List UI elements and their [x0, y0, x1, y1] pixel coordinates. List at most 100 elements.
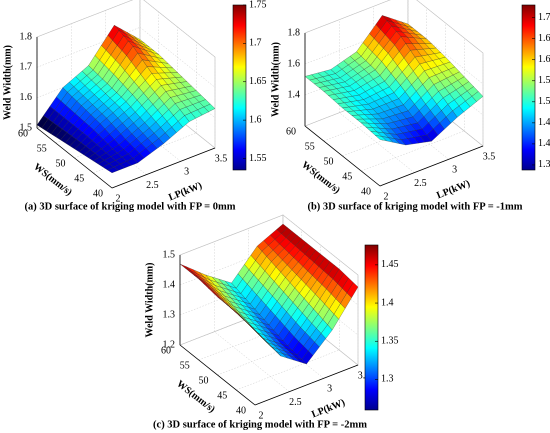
- x-axis-label: LP(kW): [435, 178, 472, 201]
- grid-line: [217, 334, 321, 376]
- x-tick-label: 2.5: [289, 397, 302, 408]
- z-tick-label: 1.6: [20, 92, 33, 103]
- colorbar-tick-label: 1.55: [538, 75, 550, 86]
- surface-cell: [360, 122, 407, 146]
- colorbar-tick-label: 1.4: [381, 297, 394, 308]
- surface-cell: [179, 263, 225, 297]
- x-tick-label: 2.5: [414, 178, 427, 189]
- x-tick-label: 2.5: [146, 180, 159, 191]
- colorbar-tick-label: 1.35: [538, 159, 550, 170]
- surface-cell: [62, 65, 108, 106]
- x-tick-label: 2: [259, 410, 264, 421]
- caption: (b) 3D surface of kriging model with FP …: [307, 201, 522, 212]
- grid-line: [179, 214, 284, 256]
- grid-line: [236, 349, 340, 391]
- surface-cell: [323, 85, 369, 109]
- surface-cell: [224, 295, 270, 326]
- surface-cell: [55, 105, 101, 150]
- surface-cell: [107, 46, 152, 102]
- grid-line: [143, 0, 216, 58]
- z-tick-label: 1.5: [163, 249, 176, 260]
- z-axis-label: Weld Width(mm): [270, 42, 281, 117]
- z-tick-label: 1.7: [20, 62, 33, 73]
- y-axis-label: WS(mm/s): [31, 161, 74, 198]
- surface-cell: [170, 90, 216, 122]
- surface-cell: [287, 308, 333, 365]
- surface-cell: [294, 253, 340, 310]
- x-tick-label: 2: [116, 193, 121, 204]
- z-axis-label: Weld Width(mm): [144, 263, 155, 338]
- surface-cell: [386, 116, 432, 146]
- grid-line: [304, 0, 391, 34]
- colorbar-tick-label: 1.6: [538, 54, 550, 65]
- colorbar: [364, 244, 379, 411]
- z-tick-label: 1.4: [288, 89, 301, 100]
- colorbar-tick-label: 1.7: [249, 38, 262, 49]
- axis-line: [36, 127, 113, 189]
- x-tick-label: 3: [184, 167, 189, 178]
- caption: (a) 3D surface of kriging model with FP …: [25, 201, 236, 212]
- surface-cell: [74, 123, 120, 162]
- surface-cell: [144, 97, 190, 144]
- colorbar-tick-label: 1.75: [249, 0, 267, 10]
- surface-cell: [275, 238, 321, 289]
- colorbar: [232, 4, 247, 171]
- surface-cell: [88, 24, 134, 84]
- axis-line: [254, 364, 359, 406]
- x-tick-label: 3.5: [483, 151, 496, 162]
- grid-line: [179, 304, 284, 346]
- colorbar-tick-label: 1.45: [381, 259, 399, 270]
- z-tick-label: 1.8: [20, 31, 33, 42]
- x-axis-label: LP(kW): [167, 180, 204, 203]
- y-tick-label: 55: [305, 141, 315, 152]
- grid-line: [416, 0, 484, 54]
- colorbar-tick-label: 1.6: [249, 114, 262, 125]
- z-tick-label: 1.8: [288, 27, 301, 38]
- y-tick-label: 50: [199, 375, 209, 386]
- surface-facet: [107, 166, 119, 173]
- axis-line: [179, 344, 256, 406]
- colorbar: [521, 4, 536, 171]
- surface-cell: [231, 245, 277, 305]
- surface-cell: [236, 311, 281, 357]
- surface-facet: [374, 135, 387, 142]
- y-axis-label: WS(mm/s): [299, 159, 342, 196]
- grid-line: [304, 23, 409, 65]
- z-tick-label: 1.5: [20, 122, 33, 133]
- grid-line: [198, 319, 302, 361]
- caption: (c) 3D surface of kriging model with FP …: [153, 419, 367, 430]
- surface-cell: [412, 91, 458, 142]
- y-tick-label: 55: [37, 143, 47, 154]
- colorbar-tick-label: 1.7: [538, 12, 550, 23]
- surface-cell: [304, 69, 350, 92]
- x-tick-label: 3: [452, 165, 457, 176]
- surface-cell: [132, 46, 178, 74]
- surface-cell: [330, 51, 376, 87]
- x-tick-label: 2: [384, 191, 389, 202]
- z-tick-label: 1.4: [163, 279, 176, 290]
- surface-cell: [250, 266, 295, 326]
- x-tick-label: 3.5: [215, 153, 228, 164]
- surface-cell: [242, 316, 289, 347]
- surface-cell: [81, 83, 127, 124]
- surface-cell: [393, 63, 439, 118]
- y-tick-label: 45: [74, 173, 84, 184]
- x-tick-label: 3.5: [358, 370, 371, 381]
- y-tick-label: 60: [18, 128, 28, 139]
- surface-cell: [114, 25, 159, 55]
- z-tick-label: 1.6: [288, 58, 301, 69]
- grid-line: [36, 27, 141, 68]
- colorbar-tick-label: 1.35: [381, 336, 399, 347]
- y-tick-label: 40: [236, 405, 246, 416]
- colorbar-tick-label: 1.65: [249, 76, 267, 87]
- surface-facet: [250, 325, 262, 337]
- grid-line: [282, 214, 359, 276]
- colorbar-tick-label: 1.5: [538, 96, 550, 107]
- y-tick-label: 60: [286, 126, 296, 137]
- surface-cell: [419, 56, 465, 92]
- grid-line: [361, 130, 465, 172]
- surface-cell: [118, 122, 164, 163]
- surface-cell: [261, 337, 307, 365]
- x-tick-label: 3: [327, 384, 332, 395]
